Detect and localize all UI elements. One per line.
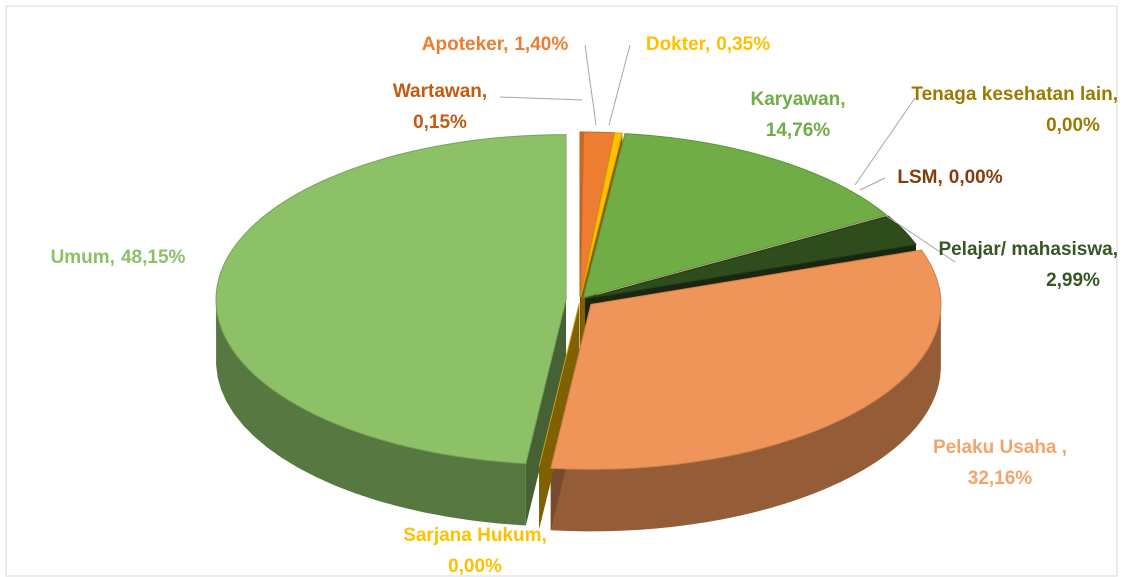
category-label: LSM, (897, 167, 942, 188)
leader-line (854, 97, 916, 186)
slice-side (550, 307, 941, 532)
value-label: 0,35% (716, 34, 770, 55)
category-label: Pelaku Usaha , (933, 437, 1067, 458)
slice (585, 215, 917, 300)
value-label: 48,15% (121, 247, 186, 268)
slice-face (539, 302, 580, 529)
category-label: Umum, (51, 247, 115, 268)
category-label: Pelajar/ mahasiswa, (938, 239, 1118, 260)
slice (582, 133, 888, 299)
slice (215, 134, 567, 465)
value-label: 1,40% (514, 34, 568, 55)
value-label: 0,00% (949, 167, 1003, 188)
slice (550, 249, 942, 470)
value-label: 32,16% (968, 468, 1033, 489)
slice-face (525, 299, 567, 526)
leader-line (499, 96, 583, 101)
category-label: Wartawan, (393, 81, 487, 102)
pie-tops (215, 131, 942, 470)
data-label: Dokter, 0,35% (646, 34, 770, 55)
value-label: 0,00% (448, 556, 502, 577)
leader-line (608, 44, 631, 126)
category-label: Dokter, (646, 34, 710, 55)
category-label: Tenaga kesehatan lain, (911, 84, 1118, 105)
data-label: Umum, 48,15% (51, 247, 186, 268)
labels: Wartawan, 0,15% Apoteker, 1,40% Dokter, 0,35%… (51, 34, 1118, 577)
data-label: Apoteker, 1,40% (422, 34, 569, 55)
slice-side (216, 302, 526, 526)
value-label: 14,76% (766, 120, 831, 141)
value-label: 0,15% (413, 112, 467, 133)
leader-line (584, 44, 597, 126)
category-label: Apoteker, (422, 34, 509, 55)
slice (580, 132, 623, 298)
value-label: 0,00% (1046, 115, 1100, 136)
category-label: Karyawan, (750, 89, 845, 110)
value-label: 2,99% (1046, 270, 1100, 291)
leader-line (859, 177, 886, 191)
data-label: LSM, 0,00% (897, 167, 1002, 188)
category-label: Sarjana Hukum, (403, 525, 547, 546)
leader-line (884, 214, 956, 263)
